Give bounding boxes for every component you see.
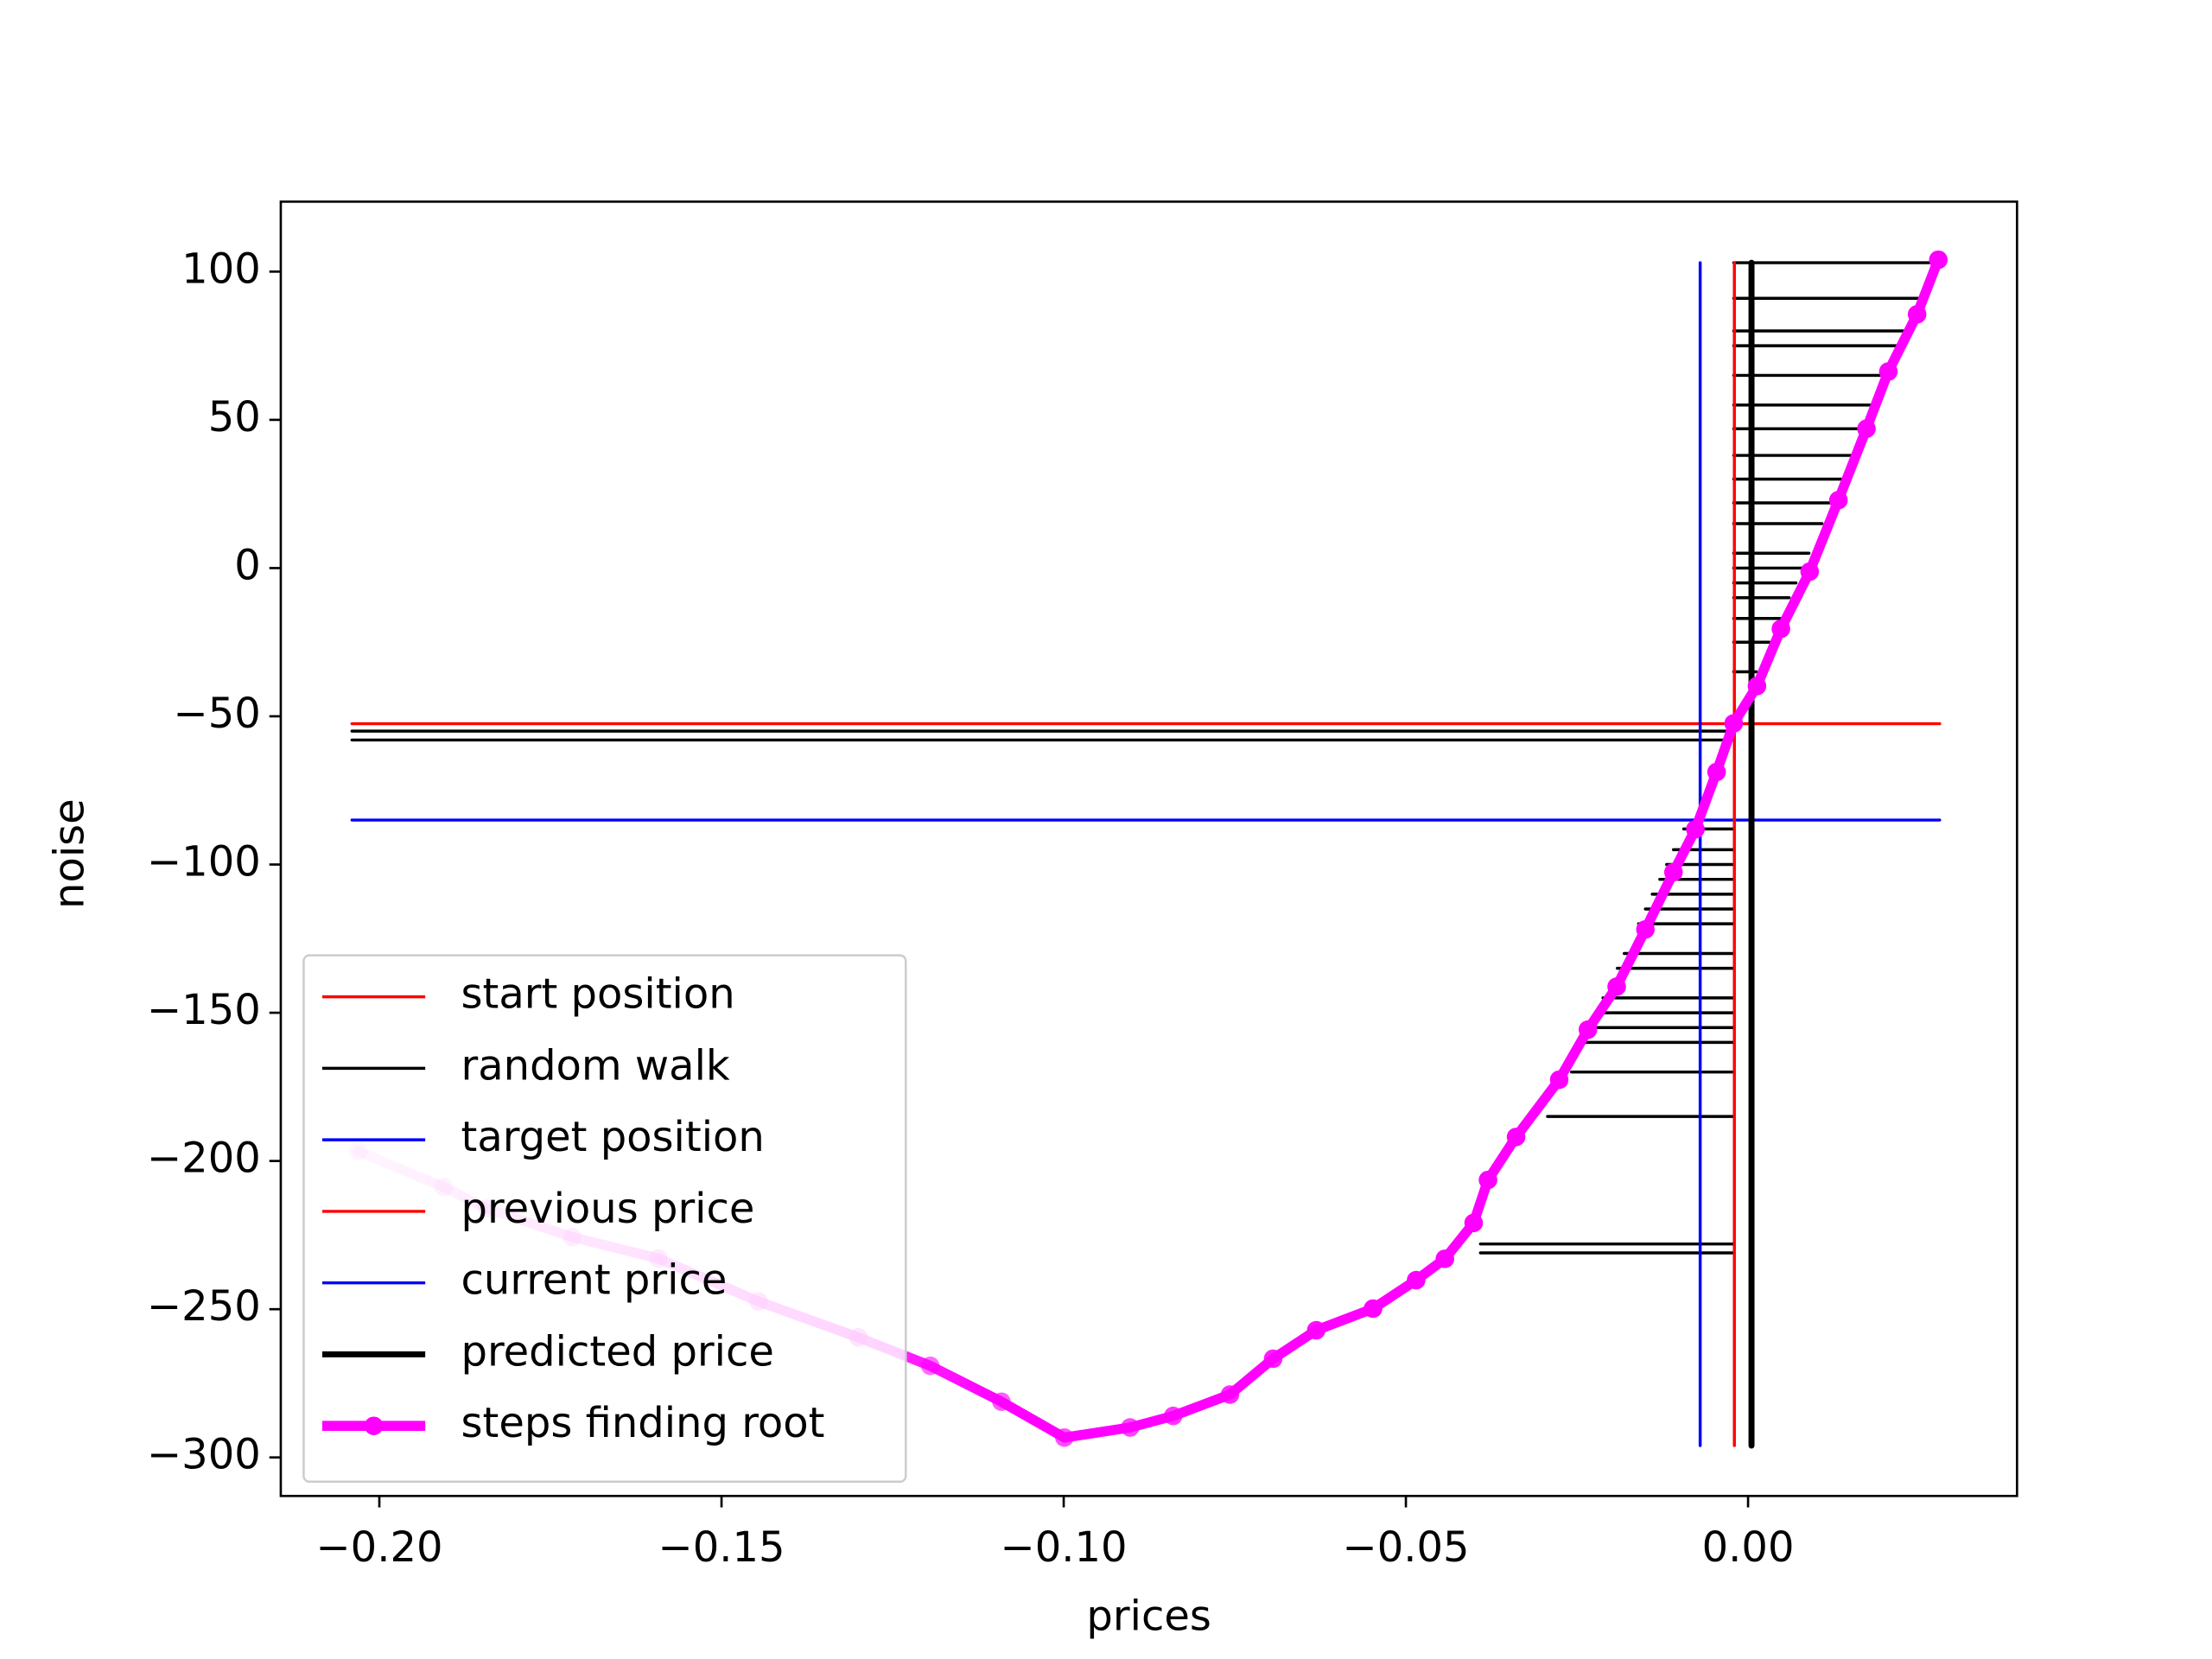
y-tick-label: −150 [147,986,261,1034]
x-tick-label: −0.10 [1001,1523,1128,1572]
step-marker [1549,1070,1569,1090]
axes-frame [279,200,2018,1497]
legend-label: start position [461,970,735,1019]
step-marker [1636,919,1656,939]
legend: start position random walk target position… [302,954,907,1483]
step-marker [1686,819,1705,839]
step-marker [1407,1270,1426,1290]
legend-label: current price [461,1256,728,1305]
step-marker [1435,1249,1454,1268]
y-tick-label: 50 [208,393,261,442]
step-marker [1607,977,1626,996]
step-marker [1907,304,1927,324]
step-marker [1707,762,1726,782]
y-tick-label: −50 [173,690,260,738]
step-marker [1220,1385,1240,1404]
step-marker [1800,562,1820,582]
y-tick-label: −300 [147,1431,261,1479]
legend-label: previous price [461,1185,755,1233]
x-tick-label: −0.05 [1343,1523,1470,1572]
y-tick-label: −100 [147,838,261,887]
y-axis-label: noise [45,798,93,909]
step-marker [1263,1349,1283,1369]
step-marker [1121,1418,1140,1437]
step-marker [1164,1406,1183,1426]
x-tick-label: 0.00 [1702,1523,1795,1572]
step-marker [1363,1299,1382,1319]
step-marker [1506,1128,1526,1147]
step-marker [1929,250,1948,270]
step-marker [1478,1170,1497,1190]
y-tick-label: 100 [181,245,261,293]
legend-label: random walk [461,1041,730,1090]
y-tick-label: 0 [234,541,261,589]
step-marker [1828,491,1848,510]
y-tick-label: −250 [147,1282,261,1331]
step-marker [1747,677,1767,696]
axes: −0.20 −0.15 −0.10 −0.05 0.00 −300 −250 −200 −150… [147,245,1795,1572]
x-axis-label: prices [1086,1592,1211,1641]
step-marker [920,1356,940,1376]
step-marker [1464,1213,1484,1233]
legend-label: predicted price [461,1327,774,1376]
legend-marker [364,1416,384,1435]
step-marker [1857,419,1876,438]
step-marker [1578,1020,1598,1039]
x-tick-label: −0.20 [315,1523,442,1572]
step-marker [1724,714,1744,733]
series-line [350,261,1939,1255]
legend-label: target position [461,1113,765,1161]
step-marker [1055,1427,1074,1447]
step-marker [1663,862,1683,882]
step-marker [1878,362,1898,381]
step-marker [1771,620,1790,639]
step-marker [992,1392,1011,1411]
legend-label: steps finding root [461,1399,825,1447]
legend-box [302,954,907,1483]
step-marker [1306,1320,1326,1340]
y-tick-label: −200 [147,1135,261,1183]
x-tick-label: −0.15 [658,1523,785,1572]
